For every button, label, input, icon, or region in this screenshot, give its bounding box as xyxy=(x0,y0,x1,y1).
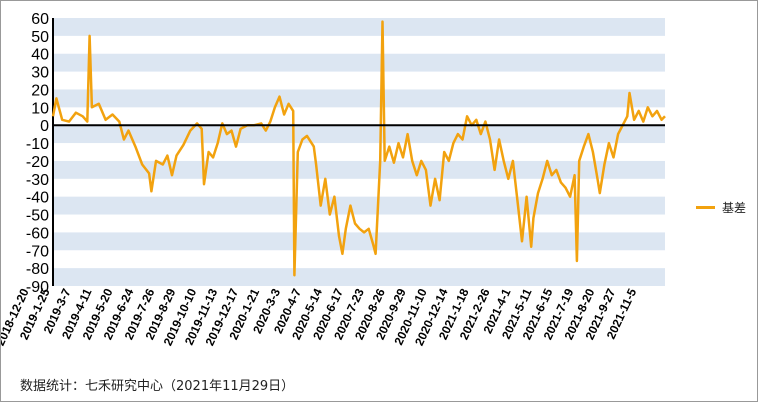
y-tick-label: -80 xyxy=(26,261,49,278)
y-tick-label: -90 xyxy=(26,279,49,296)
y-tick-label: -50 xyxy=(26,208,49,225)
grid-band xyxy=(53,196,665,215)
grid-band xyxy=(53,125,665,144)
grid-band xyxy=(53,18,665,36)
y-tick-label: 10 xyxy=(31,100,49,117)
grid-band xyxy=(53,53,665,72)
grid-band xyxy=(53,89,665,108)
y-tick-label: 30 xyxy=(31,65,49,82)
series-line-basis xyxy=(51,20,666,277)
y-tick-label: -70 xyxy=(26,243,49,260)
y-tick-label: 20 xyxy=(31,82,49,99)
y-tick-label: -60 xyxy=(26,225,49,242)
y-tick-label: 0 xyxy=(40,118,49,135)
y-tick-label: -20 xyxy=(26,154,49,171)
legend-label: 基差 xyxy=(722,201,747,215)
y-tick-label: 60 xyxy=(31,11,49,28)
y-tick-label: 50 xyxy=(31,29,49,46)
source-note: 数据统计：七禾研究中心（2021年11月29日） xyxy=(20,379,295,394)
y-tick-label: 40 xyxy=(31,47,49,64)
legend: 基差 xyxy=(696,199,746,216)
y-tick-label: -30 xyxy=(26,172,49,189)
grid-band xyxy=(53,268,665,286)
legend-swatch xyxy=(696,206,715,209)
y-tick-label: -10 xyxy=(26,136,49,153)
grid-band xyxy=(53,232,665,251)
y-tick-label: -40 xyxy=(26,190,49,207)
